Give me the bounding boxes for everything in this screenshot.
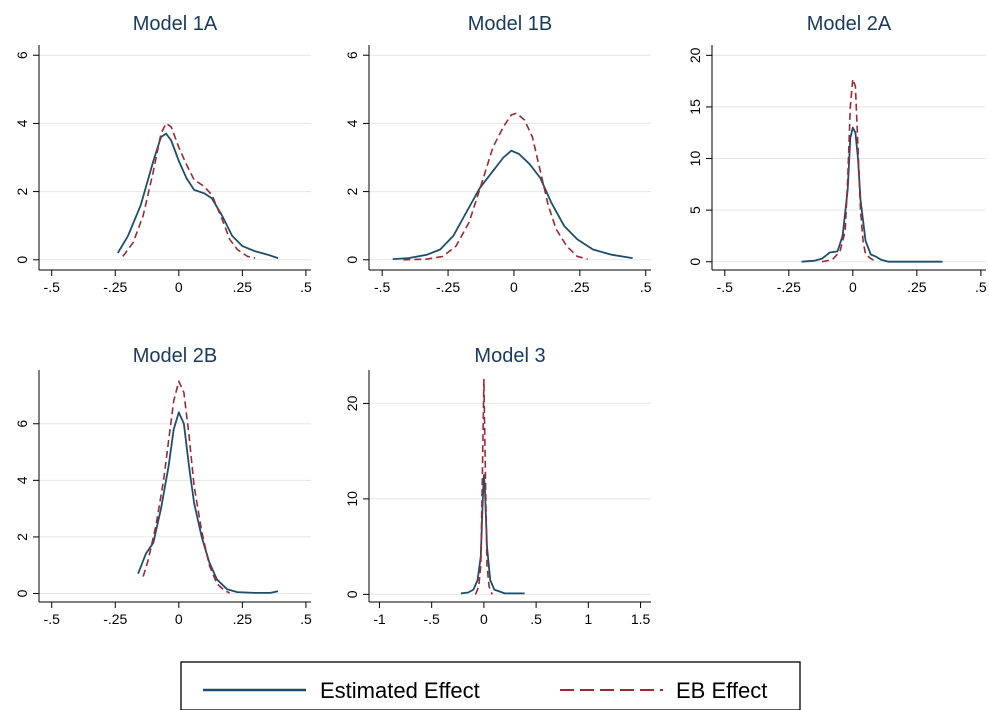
x-tick-label: -.5 [44,611,61,627]
panel-5: Model 3 0 10 20 -1 -.5 0 .5 1 1.5 [344,345,651,627]
y-tick-label: 0 [687,258,703,266]
y-tick-label: 6 [14,420,30,428]
legend-label-eb: EB Effect [676,678,767,703]
y-tick-label: 6 [344,51,360,59]
x-tick-label: 1.5 [631,611,651,627]
x-tick-label: .5 [300,611,312,627]
x-tick-label: -.25 [103,279,127,295]
y-tick-label: 10 [344,491,360,507]
series-eb-line [474,378,493,595]
x-tick-label: -.25 [103,611,127,627]
x-tick-label: 0 [849,279,857,295]
series-eb-line [403,112,588,261]
x-tick-label: -.5 [44,279,61,295]
y-tick-label: 0 [14,589,30,597]
y-tick-label: 6 [14,51,30,59]
panel-title: Model 2A [807,13,892,35]
x-tick-label: .5 [975,279,987,295]
legend-box [180,661,801,710]
panel-3: Model 2A 0 5 10 15 20 -.5 -.25 0 .25 .5 [687,13,987,295]
y-tick-label: 5 [687,206,703,214]
x-tick-label: 0 [510,279,518,295]
y-tick-label: 2 [344,187,360,195]
x-tick-label: -.5 [717,279,734,295]
x-tick-label: .5 [530,611,542,627]
panel-2: Model 1B 0 2 4 6 -.5 -.25 0 .25 .5 [344,13,652,295]
y-tick-label: 20 [344,395,360,411]
series-estimated-line [137,411,279,594]
panel-title: Model 2B [133,345,218,367]
x-tick-label: -.5 [374,279,391,295]
panel-1: Model 1A 0 2 4 6 -.5 -.25 0 .25 .5 [14,13,312,295]
series-estimated-line [460,474,525,595]
panel-4: Model 2B 0 2 4 6 -.5 -.25 0 .25 .5 [14,345,312,627]
series-estimated-line [801,126,943,263]
y-tick-label: 4 [344,119,360,127]
y-tick-label: 2 [14,187,30,195]
x-tick-label: 1 [584,611,592,627]
y-tick-label: 2 [14,533,30,541]
y-tick-label: 4 [14,119,30,127]
legend-label-estimated: Estimated Effect [320,678,480,703]
panels: Model 1A 0 2 4 6 -.5 -.25 0 .25 .5 Model 1B 0 2 4 6 -.5… [14,13,987,627]
y-tick-label: 10 [687,151,703,167]
panel-title: Model 1B [468,13,553,35]
x-tick-label: .25 [570,279,590,295]
series-eb-line [142,380,231,594]
x-tick-label: .5 [640,279,652,295]
y-tick-label: 4 [14,476,30,484]
y-tick-label: 20 [687,47,703,63]
x-tick-label: -1 [373,611,386,627]
y-tick-label: 0 [344,256,360,264]
x-tick-label: .25 [907,279,927,295]
series-eb-line [821,78,877,263]
x-tick-label: .5 [300,279,312,295]
panel-title: Model 3 [474,345,545,367]
x-tick-label: -.25 [777,279,801,295]
series-eb-line [122,122,256,259]
x-tick-label: -.5 [423,611,440,627]
series-estimated-line [392,149,633,260]
x-tick-label: 0 [480,611,488,627]
panel-title: Model 1A [133,13,218,35]
x-tick-label: .25 [233,279,253,295]
x-tick-label: 0 [175,279,183,295]
y-tick-label: 0 [14,256,30,264]
y-tick-label: 15 [687,99,703,115]
y-tick-label: 0 [344,590,360,598]
x-tick-label: 0 [175,611,183,627]
legend: Estimated Effect EB Effect [180,661,801,710]
x-tick-label: .25 [233,611,253,627]
series-estimated-line [117,132,279,259]
x-tick-label: -.25 [436,279,460,295]
